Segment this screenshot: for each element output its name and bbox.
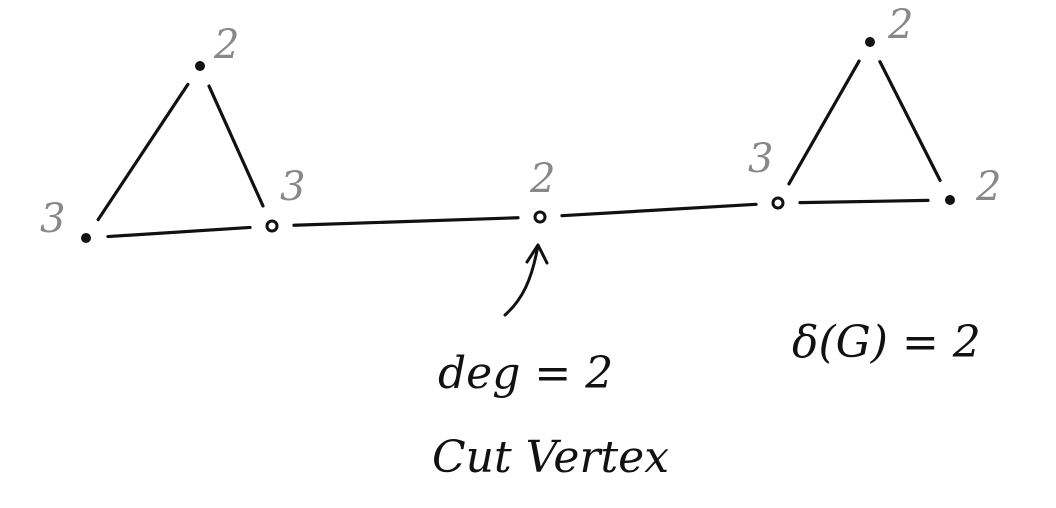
edge-b2-b3 [878, 60, 942, 182]
degree-label-a2: 2 [213, 22, 239, 68]
cut-vertex-arrow [503, 243, 549, 317]
cut-vertex-degree-note: deg = 2 [438, 348, 613, 399]
edge-b1-b2 [787, 59, 861, 186]
vertex-c [533, 210, 547, 224]
degree-label-b1: 3 [748, 136, 773, 182]
edge-a2-a3 [207, 84, 265, 208]
edges-group [96, 59, 942, 239]
vertex-a1 [81, 233, 91, 243]
min-degree-note: δ(G) = 2 [792, 317, 981, 368]
cut-vertex-label: Cut Vertex [432, 432, 669, 483]
edge-a3-c [292, 216, 520, 227]
vertex-b2 [865, 37, 875, 47]
degree-label-b2: 2 [887, 2, 913, 48]
edge-a1-a2 [96, 82, 190, 222]
degree-label-b3: 2 [975, 164, 1001, 210]
degree-label-a1: 3 [40, 196, 65, 242]
degree-label-a3: 3 [280, 164, 305, 210]
vertex-b1 [771, 196, 785, 210]
edge-b1-b3 [798, 198, 930, 205]
degree-labels-group: 3 2 3 2 3 2 2 [40, 2, 1001, 242]
edge-a1-a3 [106, 225, 252, 239]
edge-c-b1 [560, 202, 758, 218]
degree-label-c: 2 [529, 156, 555, 202]
vertex-a3 [265, 219, 279, 233]
vertex-a2 [195, 61, 205, 71]
vertices-group [81, 37, 955, 243]
vertex-b3 [945, 195, 955, 205]
